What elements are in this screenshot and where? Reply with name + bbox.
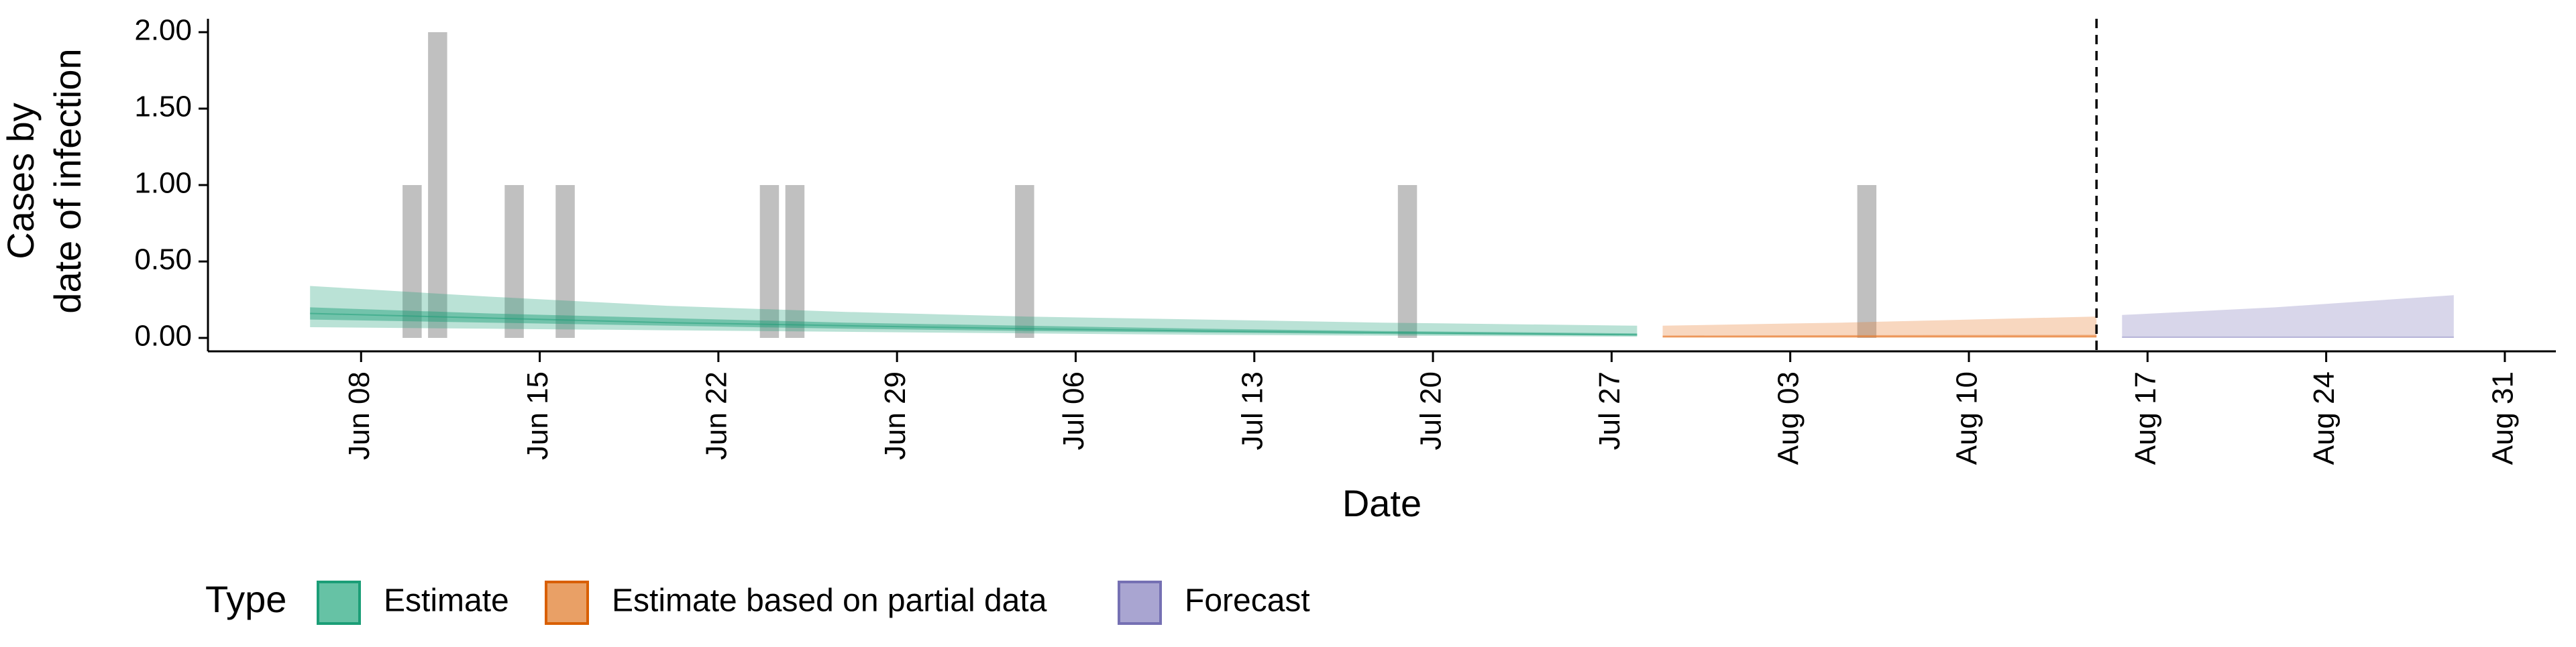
legend-title: Type [205, 578, 286, 620]
observed-case-bar [759, 185, 780, 338]
band-90 [2122, 295, 2454, 338]
estimate-bands [310, 286, 2454, 338]
observed-case-bar [785, 185, 805, 338]
observed-cases-bars [402, 32, 1877, 338]
band-50 [310, 307, 1638, 336]
legend-label: Forecast [1185, 583, 1310, 619]
y-tick-label: 0.00 [134, 320, 192, 353]
x-tick-label: Jul 13 [1236, 371, 1269, 450]
x-tick-label: Jul 06 [1057, 371, 1090, 450]
x-tick-label: Aug 31 [2487, 371, 2520, 465]
x-axis-title: Date [1342, 482, 1421, 524]
x-tick-label: Aug 03 [1772, 371, 1805, 465]
x-tick-label: Aug 10 [1951, 371, 1984, 465]
x-tick-label: Jun 22 [700, 371, 733, 460]
legend-label: Estimate [384, 583, 509, 619]
y-axis-title-line: date of infection [46, 48, 89, 313]
x-tick-label: Jun 15 [521, 371, 554, 460]
observed-case-bar [504, 185, 524, 338]
y-axis-title-line: Cases by [0, 103, 42, 259]
legend-item: Estimate based on partial data [545, 581, 1047, 625]
y-tick-label: 0.50 [134, 243, 192, 276]
observed-case-bar [555, 185, 575, 338]
axis-labels: Date Cases by date of infection [0, 48, 1421, 524]
legend-item: Estimate [317, 581, 509, 625]
legend-swatch [545, 581, 589, 625]
series-estimate-based-on-partial-data [1662, 316, 2097, 338]
legend: Type Estimate Estimate based on partial da… [205, 578, 1310, 625]
legend-label: Estimate based on partial data [612, 583, 1047, 619]
legend-item: Forecast [1118, 581, 1310, 625]
observed-case-bar [428, 32, 447, 338]
observed-case-bar [1397, 185, 1417, 338]
observed-case-bar [1857, 185, 1877, 338]
x-tick-label: Jun 08 [343, 371, 376, 460]
observed-case-bar [1015, 185, 1034, 338]
series-estimate [310, 286, 1638, 337]
observed-case-bar [402, 185, 422, 338]
y-axis-title: Cases by date of infection [0, 48, 89, 313]
legend-swatch [317, 581, 361, 625]
x-tick-label: Aug 17 [2129, 371, 2162, 465]
tick-labels: 0.00 0.50 1.00 1.50 2.00 Jun 08 Jun 15 Jun 22 Ju… [134, 14, 2519, 465]
x-tick-label: Jul 20 [1415, 371, 1448, 450]
y-tick-label: 1.00 [134, 167, 192, 200]
x-tick-label: Jun 29 [879, 371, 912, 460]
x-tick-label: Aug 24 [2308, 371, 2341, 465]
band-90 [1662, 316, 2097, 338]
y-tick-label: 1.50 [134, 91, 192, 123]
median-line [310, 312, 1638, 336]
legend-swatch [1118, 581, 1162, 625]
y-tick-label: 2.00 [134, 14, 192, 47]
x-tick-label: Jul 27 [1593, 371, 1626, 450]
series-forecast [2122, 295, 2454, 338]
band-90 [310, 286, 1638, 337]
